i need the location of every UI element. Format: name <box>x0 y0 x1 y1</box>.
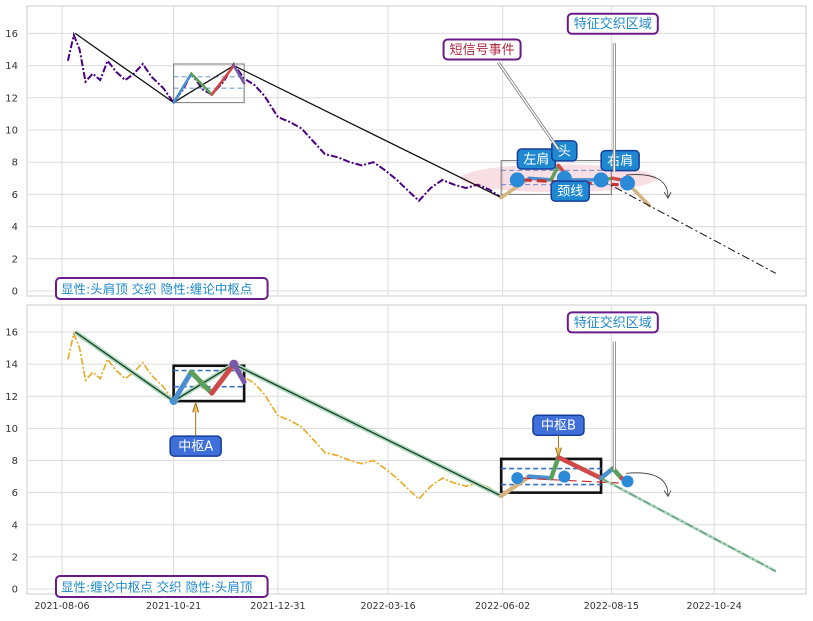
y-tick-label: 14 <box>5 61 18 72</box>
pattern-segment <box>548 455 561 481</box>
annotation-box <box>566 12 659 35</box>
y-tick-label: 16 <box>5 328 18 339</box>
curved-arrow <box>625 174 669 198</box>
pattern-segment <box>498 474 532 499</box>
pattern-marker <box>619 175 635 191</box>
annotation-label: 左肩 <box>523 151 549 167</box>
zigzag-point <box>169 397 178 406</box>
pattern-segment <box>598 466 616 481</box>
pattern-marker <box>511 472 524 485</box>
projection-halo <box>600 476 777 573</box>
zigzag-segment <box>189 72 214 96</box>
zigzag-segment <box>188 369 215 396</box>
y-tick-label: 0 <box>12 287 18 298</box>
panel-caption: 显性:头肩顶 交织 隐性:缠论中枢点 <box>61 282 252 297</box>
annotation-box <box>442 38 522 61</box>
pattern-segment <box>549 163 561 182</box>
y-tick-label: 6 <box>12 488 18 499</box>
pattern-segment <box>556 455 604 481</box>
y-tick-label: 8 <box>12 456 18 467</box>
pattern-marker <box>593 172 609 188</box>
curved-arrow <box>625 472 669 496</box>
pattern-marker <box>558 470 571 483</box>
x-tick-label: 2021-10-21 <box>146 601 201 612</box>
y-tick-label: 16 <box>5 29 18 40</box>
projection-line <box>600 179 777 274</box>
zigzag-segment <box>172 72 193 104</box>
chart-panel-bottom: 0 2 4 6 8 10 12 14 16 2021-08-06 2021-10-21 2021-12… <box>5 304 807 612</box>
arrow-head <box>663 490 672 498</box>
panel-caption-box <box>55 575 269 598</box>
callout-pointer-inner <box>497 61 560 150</box>
price-series-line <box>67 330 502 501</box>
x-tick-label: 2022-03-16 <box>360 601 415 612</box>
annotation-label: 中枢B <box>541 419 576 434</box>
annotation-label: 短信号事件 <box>450 43 515 58</box>
annotation-label: 头 <box>558 144 571 159</box>
annotation-label: 特征交织区域 <box>574 315 652 331</box>
annotation-label: 中枢A <box>178 440 213 455</box>
y-tick-label: 6 <box>12 190 18 201</box>
pattern-segment <box>527 176 553 182</box>
annotation-box <box>550 180 590 202</box>
label-arrowhead <box>554 447 562 459</box>
x-tick-label: 2022-10-24 <box>687 601 742 612</box>
zigzag-segment <box>209 361 237 396</box>
arrow-head <box>663 191 672 199</box>
pattern-segment <box>526 474 554 481</box>
y-tick-label: 14 <box>5 360 18 371</box>
y-tick-label: 10 <box>5 424 18 435</box>
annotation-label: 特征交织区域 <box>574 16 652 32</box>
y-tick-label: 0 <box>12 585 18 596</box>
panel-caption: 显性:缠论中枢点 交织 隐性:头肩顶 <box>61 580 253 595</box>
y-tick-label: 8 <box>12 158 18 169</box>
neckline <box>521 477 619 484</box>
y-tick-label: 4 <box>12 222 18 233</box>
panel-caption-box <box>55 277 269 300</box>
y-tick-label: 12 <box>5 93 18 104</box>
y-tick-label: 4 <box>12 520 18 531</box>
pattern-marker <box>621 475 634 488</box>
plot-frame <box>26 304 807 595</box>
pattern-marker <box>509 172 525 188</box>
zigzag-segment <box>210 64 236 96</box>
annotation-label: 右肩 <box>607 153 633 169</box>
y-tick-label: 12 <box>5 392 18 403</box>
price-series-line <box>66 31 502 203</box>
annotation-box <box>551 140 578 162</box>
x-tick-label: 2022-08-15 <box>584 601 639 612</box>
zigzag-segment <box>232 64 246 85</box>
y-tick-label: 10 <box>5 126 18 137</box>
zigzag-point <box>229 359 239 369</box>
y-tick-label: 2 <box>12 552 18 563</box>
trend-line <box>74 32 502 199</box>
annotation-label: 颈线 <box>557 185 583 200</box>
x-tick-label: 2021-08-06 <box>34 601 89 612</box>
x-tick-label: 2022-06-02 <box>475 601 530 612</box>
annotation-box <box>566 311 659 334</box>
zigzag-segment <box>171 369 194 404</box>
x-tick-label: 2021-12-31 <box>250 601 305 612</box>
label-arrowhead <box>192 401 200 413</box>
plot-frame <box>26 5 807 297</box>
y-tick-label: 2 <box>12 254 18 265</box>
annotation-box <box>600 149 640 172</box>
